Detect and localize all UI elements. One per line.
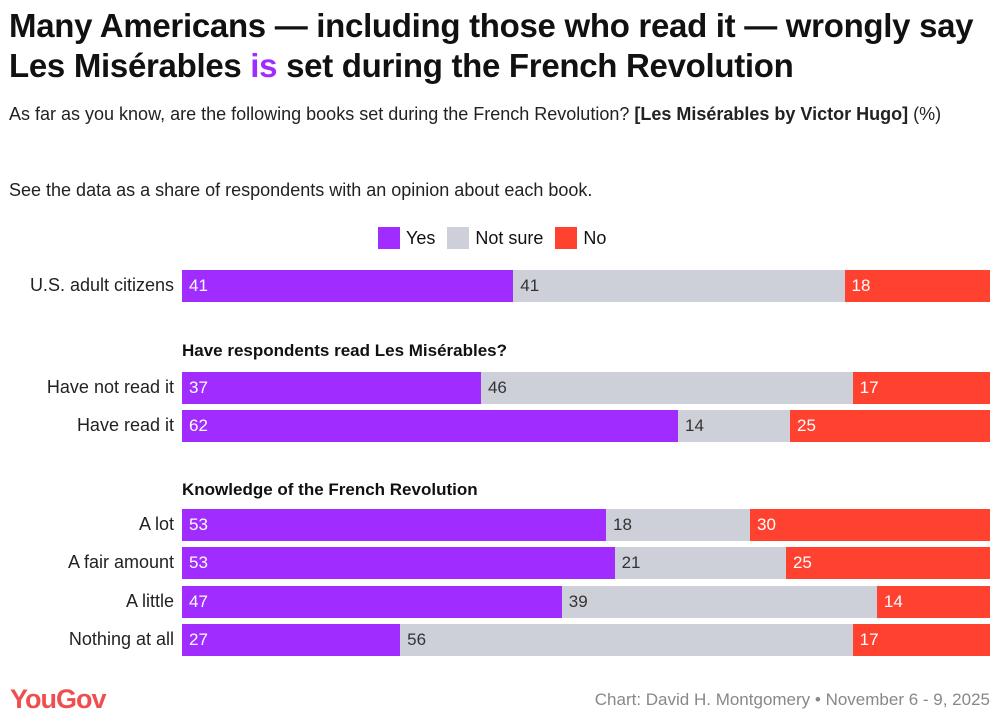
bar-segment-yes: 53: [182, 547, 615, 579]
legend-swatch: [555, 227, 578, 249]
subtitle-bold: [Les Misérables by Victor Hugo]: [634, 104, 909, 124]
bar-segment-yes: 41: [182, 270, 514, 302]
legend-label: No: [583, 227, 607, 248]
bar-segment-yes: 53: [182, 509, 606, 541]
chart-credit: Chart: David H. Montgomery • November 6 …: [594, 690, 990, 709]
bar-segment-no: 17: [852, 624, 990, 656]
bar-segment-yes: 37: [182, 372, 481, 404]
chart-note: See the data as a share of respondents w…: [9, 180, 593, 200]
bar-segment-not-sure: 41: [513, 270, 845, 302]
category-label: A lot: [138, 514, 174, 534]
bar-segment-yes: 62: [182, 410, 678, 442]
group-label: Knowledge of the French Revolution: [182, 480, 478, 499]
chart-title: Many Americans — including those who rea…: [9, 6, 999, 86]
stacked-bar: 41 41 18: [182, 270, 990, 302]
stacked-bar: 27 56 17: [182, 624, 990, 656]
bar-segment-not-sure: 21: [614, 547, 786, 579]
bar-segment-no: 17: [852, 372, 990, 404]
stacked-bar: 47 39 14: [182, 586, 990, 618]
legend-item: Yes: [378, 227, 435, 249]
stacked-bar: 53 21 25: [182, 547, 990, 579]
chart-subtitle: As far as you know, are the following bo…: [9, 100, 969, 128]
category-label: A little: [125, 591, 174, 611]
category-label: U.S. adult citizens: [29, 275, 174, 295]
legend-label: Yes: [406, 227, 436, 248]
bar-segment-not-sure: 56: [400, 624, 853, 656]
bar-segment-yes: 47: [182, 586, 562, 618]
stacked-bar: 62 14 25: [182, 410, 990, 442]
stacked-bar: 37 46 17: [182, 372, 990, 404]
title-part: set during the French Revolution: [277, 47, 794, 84]
category-label: Nothing at all: [68, 629, 174, 649]
legend-item: No: [555, 227, 606, 249]
bar-segment-not-sure: 18: [606, 509, 750, 541]
legend-swatch: [447, 227, 470, 249]
bar-segment-no: 25: [785, 547, 990, 579]
stacked-bar: 53 18 30: [182, 509, 990, 541]
bar-segment-not-sure: 46: [480, 372, 853, 404]
bar-segment-not-sure: 39: [561, 586, 877, 618]
subtitle-text: As far as you know, are the following bo…: [9, 104, 635, 124]
legend-item: Not sure: [447, 227, 543, 249]
subtitle-suffix: (%): [908, 104, 942, 124]
bar-segment-yes: 27: [182, 624, 401, 656]
category-label: A fair amount: [67, 552, 174, 572]
legend-label: Not sure: [475, 227, 544, 248]
category-label: Have not read it: [46, 377, 174, 397]
bar-segment-no: 18: [844, 270, 990, 302]
title-part: Many Americans — including those who rea…: [9, 7, 974, 84]
bar-segment-not-sure: 14: [678, 410, 790, 442]
title-highlight: is: [250, 47, 278, 84]
bar-segment-no: 14: [876, 586, 990, 618]
yougov-logo: YouGov: [10, 684, 107, 714]
category-label: Have read it: [76, 415, 174, 435]
legend-swatch: [378, 227, 400, 249]
legend: Yes Not sure No: [378, 227, 606, 249]
bar-segment-no: 25: [790, 410, 990, 442]
group-label: Have respondents read Les Misérables?: [182, 341, 508, 360]
bar-segment-no: 30: [750, 509, 990, 541]
